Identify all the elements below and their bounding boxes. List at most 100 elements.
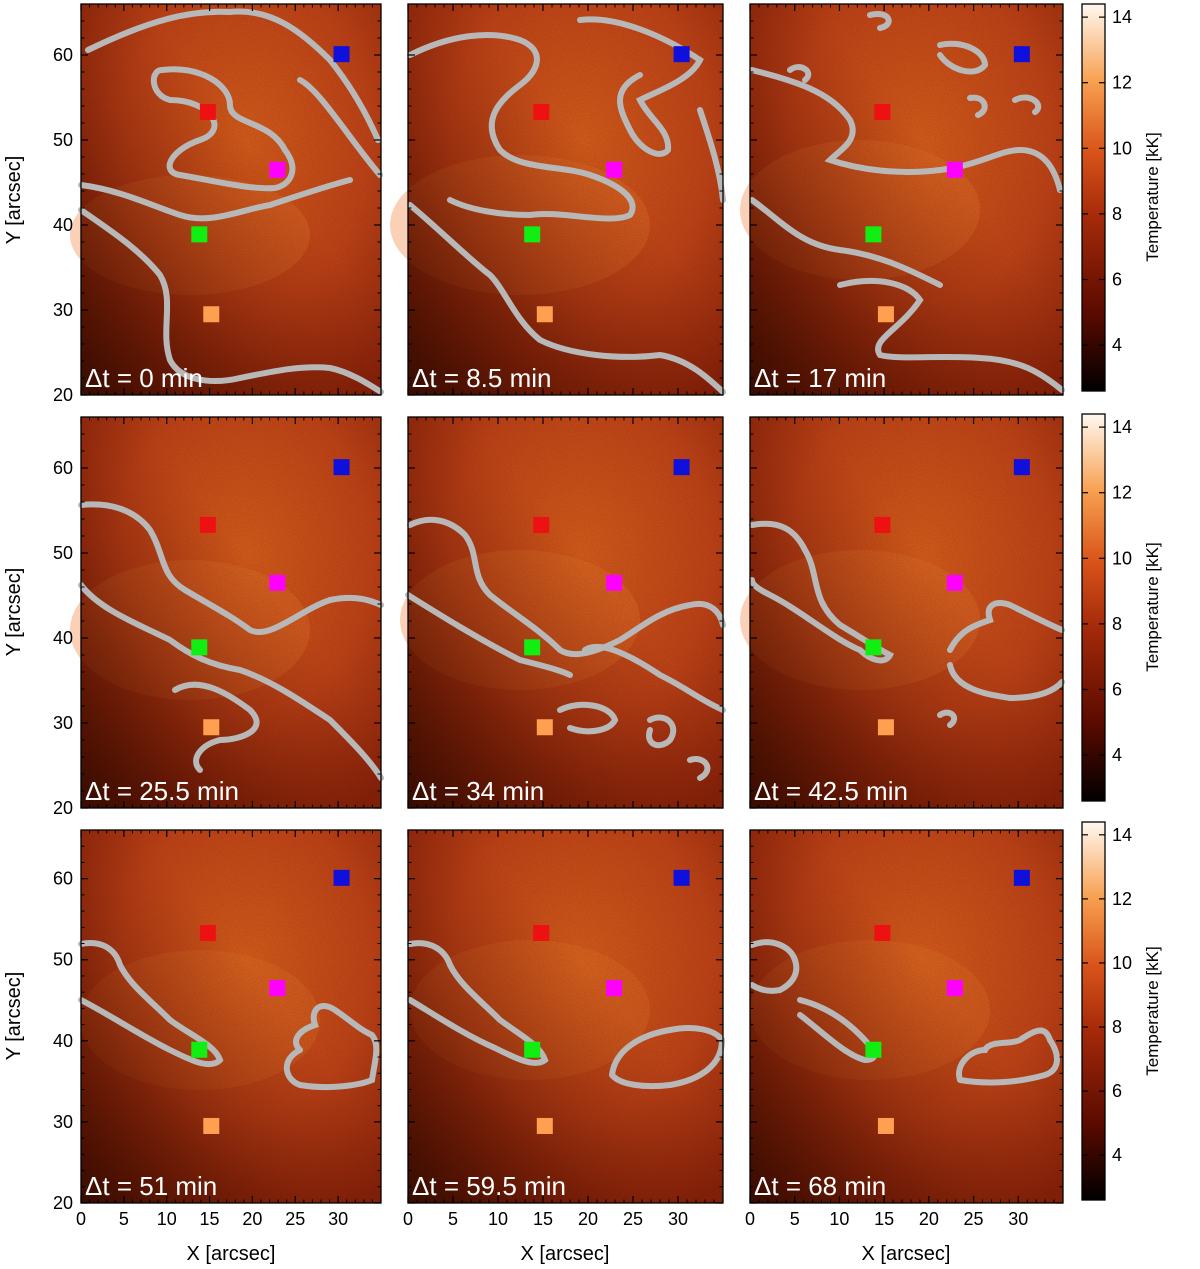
colorbar-1: 4 6 8 10 12 14 Temperature [kK]	[1081, 3, 1162, 392]
marker-red	[874, 924, 891, 941]
time-label: Δt = 17 min	[754, 363, 886, 393]
x-tick-label: 25	[964, 1209, 984, 1229]
marker-red	[874, 103, 891, 120]
x-tick-label: 0	[403, 1209, 413, 1229]
colorbar-gradient	[1081, 413, 1106, 802]
colorbar-tick-label: 10	[1112, 953, 1132, 973]
marker-blue	[1013, 46, 1030, 63]
map-texture	[408, 830, 723, 1203]
y-tick-label: 20	[53, 798, 73, 818]
panel-frame	[407, 3, 724, 396]
y-tick-label: 20	[53, 385, 73, 405]
x-tick-label: 15	[874, 1209, 894, 1229]
colorbar-label: Temperature [kK]	[1143, 542, 1162, 671]
marker-blue	[333, 46, 350, 63]
map-texture	[408, 4, 723, 395]
marker-orange	[536, 719, 553, 736]
colorbar-tick-label: 4	[1112, 335, 1122, 355]
marker-magenta	[606, 980, 623, 997]
x-tick-label: 5	[790, 1209, 800, 1229]
y-tick-label: 60	[53, 458, 73, 478]
y-axis-label: Y [arcsec]	[3, 568, 25, 657]
marker-magenta	[606, 161, 623, 178]
panel-2	[390, 4, 726, 395]
colorbar-label: Temperature [kK]	[1143, 132, 1162, 261]
contour-lines	[407, 16, 726, 395]
marker-green	[524, 639, 541, 656]
marker-magenta	[946, 161, 963, 178]
marker-magenta	[946, 574, 963, 591]
time-label: Δt = 8.5 min	[412, 363, 551, 393]
contour-lines	[78, 501, 384, 781]
colorbar-tick-label: 6	[1112, 269, 1122, 289]
marker-orange	[536, 1117, 553, 1134]
colorbar-tick-label: 8	[1112, 204, 1122, 224]
map-texture	[81, 417, 381, 808]
marker-red	[533, 516, 550, 533]
marker-magenta	[269, 980, 286, 997]
y-axis-label: Y [arcsec]	[3, 156, 25, 245]
x-tick-label: 30	[668, 1209, 688, 1229]
colorbar-tick-label: 8	[1112, 614, 1122, 634]
time-label: Δt = 68 min	[754, 1171, 886, 1201]
y-tick-label: 60	[53, 869, 73, 889]
x-axis-label: X [arcsec]	[521, 1243, 610, 1265]
marker-orange	[203, 306, 220, 323]
time-label: Δt = 42.5 min	[754, 776, 908, 806]
time-label: Δt = 25.5 min	[85, 776, 239, 806]
panel-5	[400, 417, 726, 808]
x-tick-label: 25	[285, 1209, 305, 1229]
marker-orange	[877, 719, 894, 736]
panel-frame	[80, 3, 382, 396]
colorbar-tick-label: 4	[1112, 1145, 1122, 1165]
marker-red	[199, 103, 216, 120]
colorbar-tick-label: 6	[1112, 679, 1122, 699]
x-tick-label: 15	[200, 1209, 220, 1229]
marker-green	[865, 226, 882, 243]
x-tick-label: 20	[919, 1209, 939, 1229]
marker-green	[865, 639, 882, 656]
panel-1	[70, 4, 384, 395]
colorbar-tick-label: 14	[1112, 825, 1132, 845]
panel-3	[740, 4, 1065, 395]
y-tick-label: 40	[53, 628, 73, 648]
marker-magenta	[269, 161, 286, 178]
x-tick-label: 30	[1008, 1209, 1028, 1229]
colorbar-tick-label: 14	[1112, 417, 1132, 437]
contour-lines	[749, 520, 1065, 728]
panel-7	[78, 830, 381, 1203]
y-tick-label: 30	[53, 300, 73, 320]
marker-red	[199, 924, 216, 941]
map-texture	[81, 4, 381, 395]
x-tick-label: 15	[533, 1209, 553, 1229]
x-tick-label: 20	[242, 1209, 262, 1229]
marker-magenta	[946, 980, 963, 997]
contour-lines	[749, 11, 1065, 393]
panel-frame	[749, 829, 1064, 1204]
y-tick-label: 50	[53, 130, 73, 150]
map-texture	[81, 830, 381, 1203]
panel-frame	[407, 416, 724, 809]
y-tick-label: 50	[53, 950, 73, 970]
x-axis-label: X [arcsec]	[862, 1243, 951, 1265]
time-label: Δt = 34 min	[412, 776, 544, 806]
marker-green	[865, 1041, 882, 1058]
map-texture	[408, 417, 723, 808]
x-tick-label: 5	[448, 1209, 458, 1229]
x-tick-label: 5	[119, 1209, 129, 1229]
colorbar-3: 4 6 8 10 12 14 Temperature [kK]	[1081, 821, 1162, 1201]
x-tick-label: 10	[829, 1209, 849, 1229]
marker-blue	[673, 46, 690, 63]
map-texture	[750, 4, 1063, 395]
marker-orange	[877, 306, 894, 323]
marker-blue	[333, 459, 350, 476]
colorbar-gradient	[1081, 821, 1106, 1201]
marker-red	[533, 924, 550, 941]
marker-orange	[203, 719, 220, 736]
colorbar-tick-label: 10	[1112, 138, 1132, 158]
colorbar-tick-label: 14	[1112, 7, 1132, 27]
marker-green	[524, 1041, 541, 1058]
colorbar-tick-label: 8	[1112, 1017, 1122, 1037]
